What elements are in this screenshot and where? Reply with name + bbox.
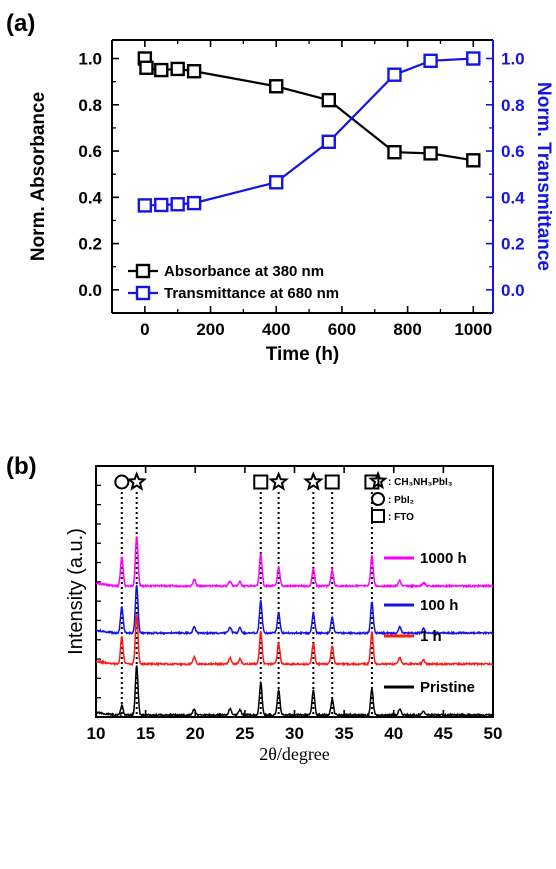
legend-marker <box>135 285 151 301</box>
data-point <box>466 51 481 66</box>
xrd-trace <box>95 665 494 718</box>
x-tick-label: 20 <box>186 724 205 743</box>
x-tick-label: 600 <box>328 320 356 339</box>
y-right-axis-label: Norm. Transmittance <box>533 82 554 271</box>
y-tick-label: 0.0 <box>78 281 102 300</box>
data-point <box>387 67 402 82</box>
legend-label: 1 h <box>420 628 442 645</box>
series-line-1 <box>144 57 474 207</box>
key-label: : PbI₂ <box>388 495 414 506</box>
legend-label: Absorbance at 380 nm <box>164 263 324 280</box>
y-axis-label: Norm. Absorbance <box>28 92 49 261</box>
legend-label: Transmittance at 680 nm <box>164 285 339 302</box>
data-point <box>154 197 169 213</box>
data-point <box>269 175 284 190</box>
legend-label: Pristine <box>420 679 475 696</box>
data-point <box>186 195 202 211</box>
data-point <box>423 146 438 161</box>
key-marker-square <box>371 509 385 523</box>
x-axis-label: 2θ/degree <box>259 744 330 764</box>
xrd-trace <box>95 584 494 636</box>
data-point <box>423 53 438 69</box>
phase-marker-star <box>268 471 289 491</box>
y-right-tick-label: 0.6 <box>501 142 525 161</box>
phase-marker-star <box>303 471 324 491</box>
x-tick-label: 15 <box>136 724 155 743</box>
data-point <box>137 198 153 213</box>
y-right-tick-label: 1.0 <box>501 50 525 69</box>
x-tick-label: 0 <box>140 320 149 339</box>
x-axis-label: Time (h) <box>266 344 340 365</box>
x-tick-label: 10 <box>87 724 106 743</box>
y-axis-label: Intensity (a.u.) <box>65 528 87 655</box>
y-tick-label: 0.4 <box>78 188 102 207</box>
y-right-tick-label: 0.8 <box>501 96 525 115</box>
data-point <box>321 134 336 149</box>
data-point <box>186 64 202 79</box>
x-tick-label: 50 <box>484 724 503 743</box>
phase-marker-star <box>126 471 147 491</box>
xrd-trace <box>95 614 494 667</box>
data-point <box>321 92 336 108</box>
panel-b-label: (b) <box>6 453 37 480</box>
legend-label: 1000 h <box>420 550 467 567</box>
legend-label: 100 h <box>420 597 458 614</box>
y-right-tick-label: 0.2 <box>501 235 525 254</box>
x-tick-label: 400 <box>262 320 290 339</box>
phase-marker-square <box>364 474 380 490</box>
y-tick-label: 0.8 <box>78 96 102 115</box>
data-point <box>170 61 185 77</box>
y-right-tick-label: 0.0 <box>501 281 525 300</box>
x-tick-label: 40 <box>384 724 403 743</box>
x-tick-label: 200 <box>196 320 224 339</box>
y-tick-label: 0.6 <box>78 142 102 161</box>
key-marker-star <box>368 470 388 490</box>
data-point <box>170 197 185 212</box>
data-point <box>269 79 284 94</box>
y-tick-label: 1.0 <box>78 50 102 69</box>
legend-marker <box>135 263 151 279</box>
y-right-tick-label: 0.4 <box>501 188 525 207</box>
panel-a-label: (a) <box>6 10 35 37</box>
data-point <box>387 145 402 160</box>
key-label: : CH₃NH₃PbI₃ <box>388 477 453 488</box>
data-point <box>154 62 169 78</box>
key-marker-circle <box>371 492 385 506</box>
xrd-trace <box>95 536 494 589</box>
x-tick-label: 1000 <box>454 320 492 339</box>
x-tick-label: 30 <box>285 724 304 743</box>
data-point <box>139 60 154 75</box>
phase-marker-square <box>253 474 269 490</box>
phase-marker-circle <box>114 474 130 490</box>
series-line-0 <box>143 58 474 162</box>
absorbance-transmittance-chart: 0 200 400 600 800 1000 0.0 0.0 0.2 0.2 0.4 0.4 0.6 0.… <box>28 39 554 365</box>
xrd-chart: 10 15 20 25 30 35 40 45 50 2θ/degree Intensity (a.… <box>65 465 503 764</box>
x-tick-label: 800 <box>393 320 421 339</box>
key-label: : FTO <box>388 512 414 523</box>
x-tick-label: 35 <box>335 724 354 743</box>
data-point <box>466 153 481 168</box>
x-tick-label: 25 <box>235 724 254 743</box>
phase-marker-square <box>324 474 340 490</box>
x-tick-label: 45 <box>434 724 453 743</box>
y-tick-label: 0.2 <box>78 235 102 254</box>
